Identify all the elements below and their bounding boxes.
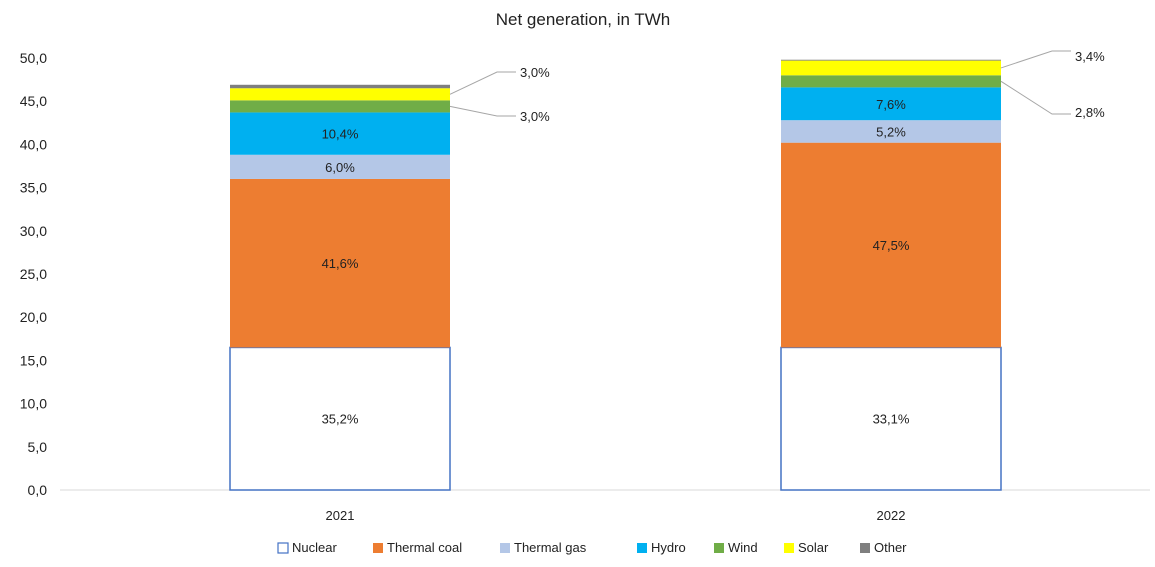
callout-label: 2,8% xyxy=(1075,105,1105,120)
data-label: 35,2% xyxy=(322,412,359,427)
legend-label: Other xyxy=(874,540,907,555)
data-label: 33,1% xyxy=(873,412,910,427)
data-label: 10,4% xyxy=(322,127,359,142)
callout-label: 3,0% xyxy=(520,109,550,124)
bar-segment-other xyxy=(230,84,450,89)
y-tick-label: 5,0 xyxy=(28,439,48,455)
bar-segment-nuclear xyxy=(229,346,451,491)
legend-swatch xyxy=(714,543,724,553)
callout-leader-line xyxy=(1000,50,1071,69)
legend-swatch xyxy=(637,543,647,553)
bars xyxy=(229,59,1002,491)
data-label: 47,5% xyxy=(873,238,910,253)
bar-segment-other xyxy=(781,59,1001,61)
bar-segment-wind xyxy=(781,75,1001,88)
bar-segment-hydro xyxy=(781,87,1001,121)
bar-segment-solar xyxy=(781,60,1001,76)
y-tick-label: 10,0 xyxy=(20,396,47,412)
x-axis: 2021 2022 xyxy=(326,508,906,523)
bar-segment-solar xyxy=(230,88,450,101)
data-label: 6,0% xyxy=(325,160,355,175)
data-label: 5,2% xyxy=(876,124,906,139)
data-label: 7,6% xyxy=(876,97,906,112)
callout-label: 3,0% xyxy=(520,65,550,80)
legend-label: Wind xyxy=(728,540,758,555)
legend: Nuclear Thermal coal Thermal gas Hydro Wind S… xyxy=(277,540,907,555)
data-labels: 35,2% 41,6% 6,0% 10,4% 33,1% 47,5% 5,2% 7,6% xyxy=(322,97,910,427)
y-tick-label: 50,0 xyxy=(20,50,47,66)
callout-labels: 3,0% 3,0% 3,4% 2,8% xyxy=(449,49,1105,124)
y-tick-label: 0,0 xyxy=(28,482,48,498)
callout-leader-line xyxy=(449,71,516,95)
callout-leader-line xyxy=(1000,80,1071,115)
y-tick-label: 45,0 xyxy=(20,93,47,109)
legend-swatch xyxy=(373,543,383,553)
y-axis: 0,0 5,0 10,0 15,0 20,0 25,0 30,0 35,0 40,0 45,0 50… xyxy=(20,50,1150,498)
bar-segment-hydro xyxy=(230,112,450,155)
legend-label: Thermal coal xyxy=(387,540,462,555)
bar-segment-wind xyxy=(230,100,450,113)
chart-title: Net generation, in TWh xyxy=(496,10,671,29)
bar-segment-thermal-coal xyxy=(781,142,1001,348)
x-tick-label: 2022 xyxy=(877,508,906,523)
legend-swatch xyxy=(277,542,289,554)
bar-segment-thermal-gas xyxy=(781,120,1001,143)
y-tick-label: 25,0 xyxy=(20,266,47,282)
callout-label: 3,4% xyxy=(1075,49,1105,64)
legend-swatch xyxy=(500,543,510,553)
x-tick-label: 2021 xyxy=(326,508,355,523)
data-label: 41,6% xyxy=(322,256,359,271)
callout-leader-line xyxy=(449,105,516,117)
bar-segment-thermal-gas xyxy=(230,154,450,179)
legend-swatch xyxy=(860,543,870,553)
y-tick-label: 15,0 xyxy=(20,352,47,368)
legend-label: Nuclear xyxy=(292,540,337,555)
y-tick-label: 30,0 xyxy=(20,223,47,239)
bar-segment-thermal-coal xyxy=(230,178,450,348)
y-tick-label: 35,0 xyxy=(20,180,47,196)
bar-segment-nuclear xyxy=(780,346,1002,491)
legend-label: Thermal gas xyxy=(514,540,587,555)
legend-label: Solar xyxy=(798,540,829,555)
legend-label: Hydro xyxy=(651,540,686,555)
y-tick-label: 40,0 xyxy=(20,136,47,152)
y-tick-label: 20,0 xyxy=(20,309,47,325)
legend-swatch xyxy=(784,543,794,553)
